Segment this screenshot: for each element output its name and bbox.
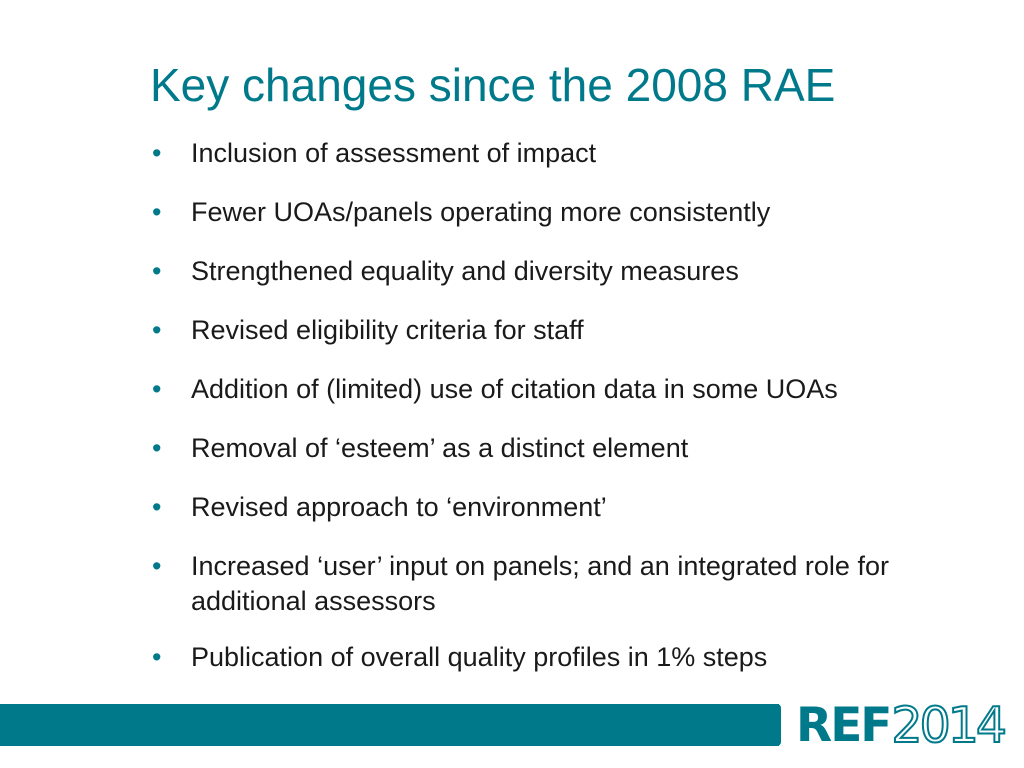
bullet-text: Publication of overall quality profiles …: [191, 642, 768, 672]
bullet-item: • Publication of overall quality profile…: [152, 640, 952, 675]
bullet-text: Inclusion of assessment of impact: [191, 138, 597, 168]
bullet-text: Revised eligibility criteria for staff: [191, 315, 584, 345]
logo-year-text: 2014: [890, 696, 1008, 754]
footer-bar-cap: [771, 704, 781, 746]
logo-ref-text: REF: [796, 697, 892, 753]
bullet-dot-icon: •: [152, 374, 162, 404]
bullet-dot-icon: •: [152, 197, 162, 227]
slide-title: Key changes since the 2008 RAE: [150, 59, 836, 111]
bullet-text: Fewer UOAs/panels operating more consist…: [191, 197, 771, 227]
bullet-text: Strengthened equality and diversity meas…: [191, 256, 739, 286]
bullet-item: • Fewer UOAs/panels operating more consi…: [152, 195, 952, 230]
bullet-item: • Strengthened equality and diversity me…: [152, 254, 952, 289]
bullet-dot-icon: •: [152, 551, 162, 581]
bullet-text: Increased ‘user’ input on panels; and an…: [191, 551, 889, 616]
bullet-text: Removal of ‘esteem’ as a distinct elemen…: [191, 433, 689, 463]
bullet-dot-icon: •: [152, 315, 162, 345]
bullet-item: • Revised approach to ‘environment’: [152, 490, 952, 525]
bullet-item: • Revised eligibility criteria for staff: [152, 313, 952, 348]
footer-bar: [0, 704, 779, 746]
bullet-dot-icon: •: [152, 138, 162, 168]
bullet-list: • Inclusion of assessment of impact • Fe…: [152, 136, 952, 699]
bullet-item: • Addition of (limited) use of citation …: [152, 372, 952, 407]
bullet-dot-icon: •: [152, 492, 162, 522]
ref2014-logo: REF 2014: [796, 696, 1008, 754]
bullet-text: Addition of (limited) use of citation da…: [191, 374, 838, 404]
bullet-dot-icon: •: [152, 256, 162, 286]
bullet-text: Revised approach to ‘environment’: [191, 492, 607, 522]
bullet-dot-icon: •: [152, 642, 162, 672]
bullet-item: • Increased ‘user’ input on panels; and …: [152, 549, 952, 619]
bullet-item: • Removal of ‘esteem’ as a distinct elem…: [152, 431, 952, 466]
bullet-item: • Inclusion of assessment of impact: [152, 136, 952, 171]
bullet-dot-icon: •: [152, 433, 162, 463]
